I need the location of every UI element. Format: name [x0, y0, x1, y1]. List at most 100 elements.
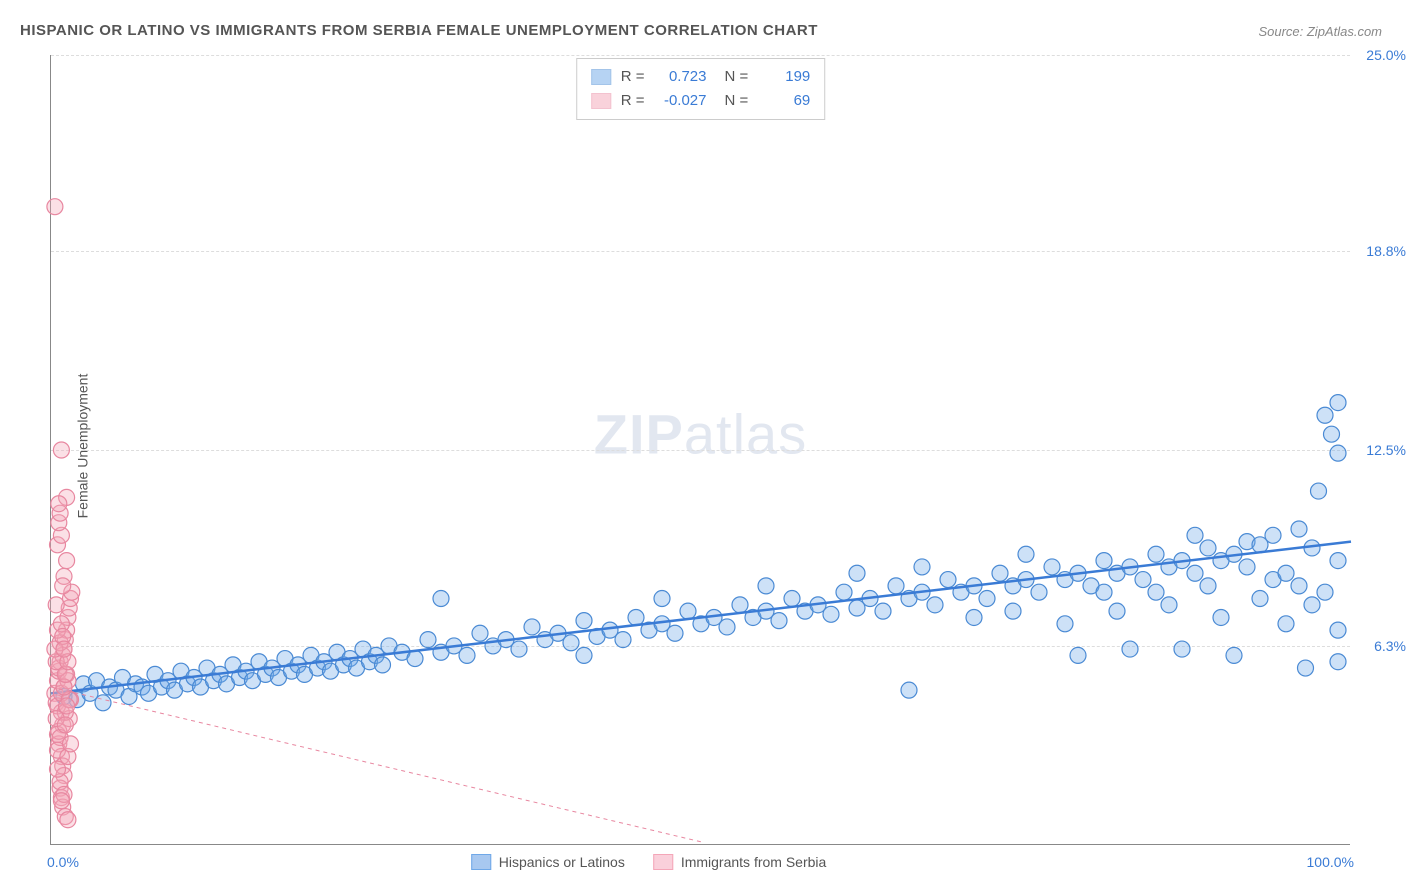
data-point [47, 199, 63, 215]
trend-line [51, 542, 1351, 694]
data-point [1278, 616, 1294, 632]
data-point [1109, 603, 1125, 619]
bottom-legend: Hispanics or Latinos Immigrants from Serb… [471, 854, 827, 870]
data-point [1330, 445, 1346, 461]
data-point [992, 565, 1008, 581]
chart-title: HISPANIC OR LATINO VS IMMIGRANTS FROM SE… [20, 22, 818, 39]
legend-swatch [591, 93, 611, 109]
y-tick-label: 25.0% [1366, 47, 1406, 63]
data-point [1298, 660, 1314, 676]
data-point [48, 597, 64, 613]
data-point [680, 603, 696, 619]
data-point [1187, 527, 1203, 543]
data-point [511, 641, 527, 657]
data-point [1057, 616, 1073, 632]
x-tick-label: 100.0% [1307, 854, 1354, 870]
y-tick-label: 18.8% [1366, 243, 1406, 259]
data-point [758, 578, 774, 594]
data-point [1005, 603, 1021, 619]
data-point [1330, 622, 1346, 638]
legend-item: Immigrants from Serbia [653, 854, 826, 870]
data-point [1311, 483, 1327, 499]
data-point [95, 695, 111, 711]
legend-swatch [653, 854, 673, 870]
data-point [784, 591, 800, 607]
data-point [1304, 597, 1320, 613]
y-tick-label: 12.5% [1366, 442, 1406, 458]
data-point [966, 609, 982, 625]
data-point [563, 635, 579, 651]
scatter-svg [51, 55, 1350, 844]
data-point [1031, 584, 1047, 600]
data-point [524, 619, 540, 635]
data-point [57, 717, 73, 733]
stats-r-value: -0.027 [655, 89, 707, 113]
data-point [654, 591, 670, 607]
data-point [940, 572, 956, 588]
data-point [51, 496, 67, 512]
data-point [60, 812, 76, 828]
stats-r-label: R = [621, 65, 645, 89]
data-point [1070, 647, 1086, 663]
x-tick-label: 0.0% [47, 854, 79, 870]
data-point [1278, 565, 1294, 581]
data-point [1200, 578, 1216, 594]
plot-area: ZIPatlas 6.3%12.5%18.8%25.0% 0.0%100.0% … [50, 55, 1350, 845]
data-point [875, 603, 891, 619]
stats-n-value: 69 [758, 89, 810, 113]
data-point [732, 597, 748, 613]
data-point [459, 647, 475, 663]
data-point [1330, 395, 1346, 411]
data-point [1200, 540, 1216, 556]
data-point [927, 597, 943, 613]
data-point [979, 591, 995, 607]
data-point [1226, 647, 1242, 663]
data-point [1291, 578, 1307, 594]
data-point [56, 641, 72, 657]
data-point [1317, 407, 1333, 423]
data-point [1317, 584, 1333, 600]
data-point [375, 657, 391, 673]
data-point [1096, 584, 1112, 600]
data-point [1324, 426, 1340, 442]
data-point [1174, 641, 1190, 657]
data-point [1213, 609, 1229, 625]
data-point [1330, 654, 1346, 670]
data-point [628, 609, 644, 625]
data-point [667, 625, 683, 641]
data-point [823, 606, 839, 622]
data-point [1122, 641, 1138, 657]
data-point [1330, 553, 1346, 569]
stats-n-value: 199 [758, 65, 810, 89]
legend-swatch [591, 69, 611, 85]
data-point [719, 619, 735, 635]
trend-line [51, 687, 701, 842]
data-point [420, 632, 436, 648]
data-point [1265, 527, 1281, 543]
stats-n-label: N = [725, 89, 749, 113]
data-point [433, 591, 449, 607]
legend-label: Immigrants from Serbia [681, 854, 826, 870]
data-point [771, 613, 787, 629]
data-point [576, 613, 592, 629]
data-point [1161, 597, 1177, 613]
source-attribution: Source: ZipAtlas.com [1258, 24, 1382, 39]
data-point [1044, 559, 1060, 575]
legend-item: Hispanics or Latinos [471, 854, 625, 870]
data-point [472, 625, 488, 641]
data-point [53, 442, 69, 458]
data-point [1096, 553, 1112, 569]
legend-swatch [471, 854, 491, 870]
stats-legend-box: R = 0.723 N = 199R = -0.027 N = 69 [576, 58, 826, 120]
data-point [53, 793, 69, 809]
stats-r-value: 0.723 [655, 65, 707, 89]
data-point [888, 578, 904, 594]
data-point [1135, 572, 1151, 588]
data-point [1148, 546, 1164, 562]
data-point [55, 578, 71, 594]
stats-row: R = 0.723 N = 199 [591, 65, 811, 89]
stats-n-label: N = [725, 65, 749, 89]
data-point [914, 559, 930, 575]
stats-row: R =-0.027N =69 [591, 89, 811, 113]
data-point [1018, 546, 1034, 562]
